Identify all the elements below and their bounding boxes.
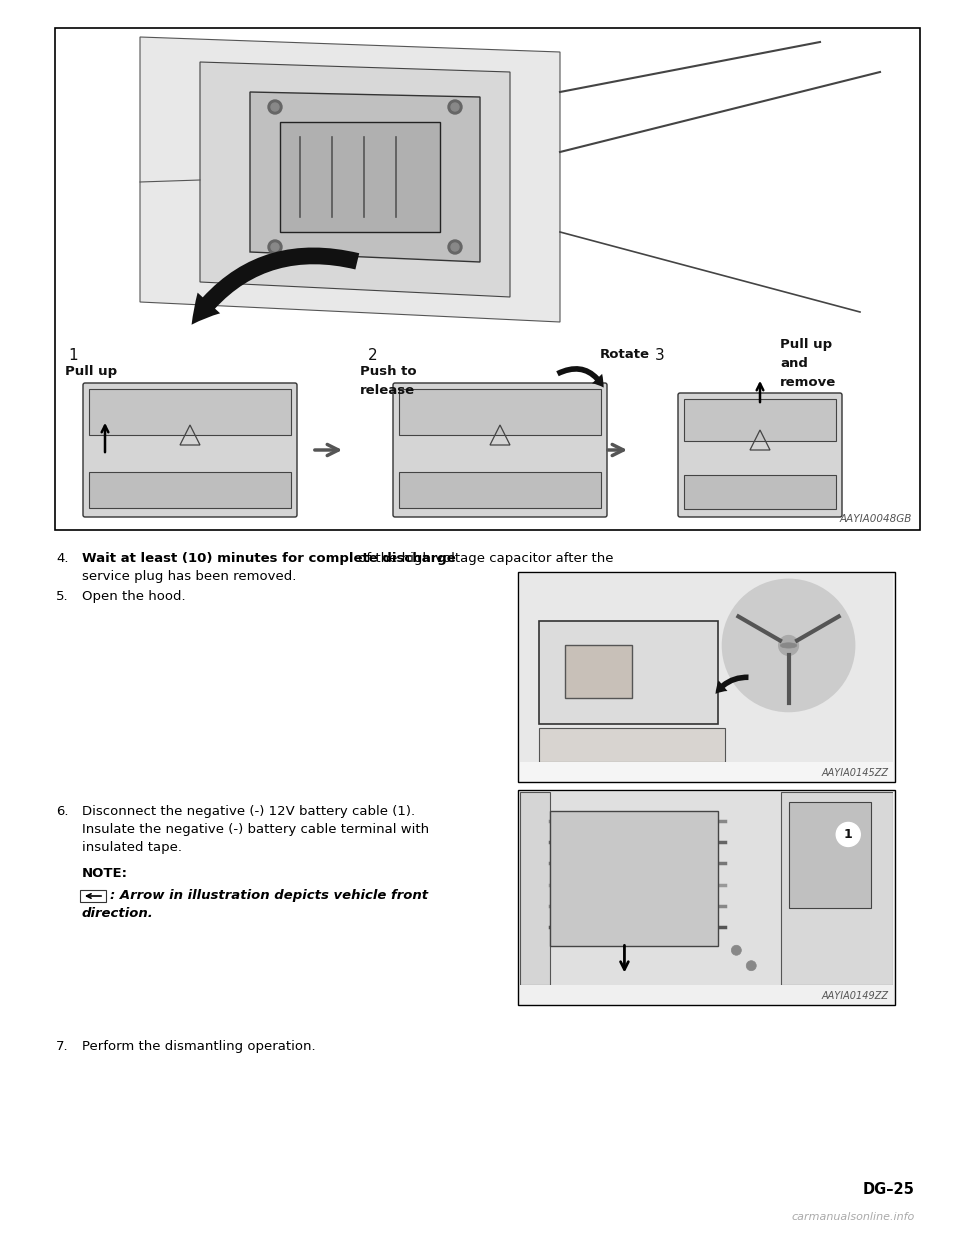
- Text: Push to: Push to: [360, 365, 417, 378]
- Text: AAYIA0048GB: AAYIA0048GB: [840, 514, 912, 524]
- Text: Pull up: Pull up: [780, 338, 832, 351]
- Text: insulated tape.: insulated tape.: [82, 841, 182, 854]
- Bar: [89, 389, 291, 435]
- Bar: [399, 472, 601, 508]
- Polygon shape: [539, 728, 725, 763]
- Text: DG–25: DG–25: [863, 1182, 915, 1197]
- Bar: [55, 29, 920, 530]
- Polygon shape: [140, 37, 560, 322]
- Text: Insulate the negative (-) battery cable terminal with: Insulate the negative (-) battery cable …: [82, 823, 429, 836]
- Circle shape: [723, 580, 854, 712]
- Bar: [518, 573, 895, 782]
- Text: Pull up: Pull up: [65, 365, 117, 378]
- FancyBboxPatch shape: [83, 383, 297, 517]
- Text: and: and: [780, 356, 808, 370]
- Bar: [781, 792, 893, 985]
- Text: : Arrow in illustration depicts vehicle front: : Arrow in illustration depicts vehicle …: [110, 889, 428, 902]
- FancyBboxPatch shape: [678, 392, 842, 517]
- Bar: [550, 811, 718, 946]
- Text: NOTE:: NOTE:: [82, 867, 128, 881]
- Bar: [539, 621, 718, 724]
- FancyBboxPatch shape: [393, 383, 607, 517]
- Text: Disconnect the negative (-) 12V battery cable (1).: Disconnect the negative (-) 12V battery …: [82, 805, 415, 818]
- Text: 2: 2: [368, 348, 377, 363]
- Bar: [788, 801, 871, 908]
- Bar: [518, 790, 895, 1005]
- FancyArrowPatch shape: [556, 366, 604, 388]
- Text: Wait at least (10) minutes for complete discharge: Wait at least (10) minutes for complete …: [82, 551, 456, 565]
- Text: service plug has been removed.: service plug has been removed.: [82, 570, 297, 582]
- Circle shape: [451, 103, 459, 111]
- Text: AAYIA0149ZZ: AAYIA0149ZZ: [822, 991, 889, 1001]
- Circle shape: [271, 243, 279, 251]
- Bar: [564, 646, 632, 698]
- FancyArrowPatch shape: [86, 894, 101, 898]
- Text: Open the hood.: Open the hood.: [82, 590, 185, 604]
- Text: direction.: direction.: [82, 907, 154, 920]
- Circle shape: [271, 103, 279, 111]
- Text: 6.: 6.: [56, 805, 68, 818]
- Circle shape: [732, 945, 741, 955]
- Bar: [520, 792, 550, 985]
- Circle shape: [448, 240, 462, 255]
- Circle shape: [746, 961, 756, 971]
- Circle shape: [779, 636, 799, 656]
- Circle shape: [836, 822, 860, 847]
- Ellipse shape: [780, 643, 797, 648]
- Bar: [89, 472, 291, 508]
- FancyArrowPatch shape: [192, 247, 359, 324]
- Bar: [684, 399, 836, 441]
- Circle shape: [451, 243, 459, 251]
- Text: 1: 1: [844, 828, 852, 841]
- Text: 5.: 5.: [56, 590, 68, 604]
- Circle shape: [268, 240, 282, 255]
- Bar: [684, 474, 836, 509]
- Text: 7.: 7.: [56, 1040, 68, 1053]
- Text: remove: remove: [780, 376, 836, 389]
- Circle shape: [448, 101, 462, 114]
- Bar: [80, 891, 106, 902]
- Text: AAYIA0145ZZ: AAYIA0145ZZ: [822, 768, 889, 777]
- Text: 3: 3: [655, 348, 664, 363]
- Text: Perform the dismantling operation.: Perform the dismantling operation.: [82, 1040, 316, 1053]
- Circle shape: [268, 101, 282, 114]
- Polygon shape: [200, 62, 510, 297]
- Bar: [399, 389, 601, 435]
- Polygon shape: [250, 92, 480, 262]
- Text: carmanualsonline.info: carmanualsonline.info: [792, 1212, 915, 1222]
- Text: of the high voltage capacitor after the: of the high voltage capacitor after the: [354, 551, 613, 565]
- Bar: [280, 122, 440, 232]
- Text: Rotate: Rotate: [600, 348, 650, 361]
- Text: 4.: 4.: [56, 551, 68, 565]
- Text: release: release: [360, 384, 415, 397]
- FancyArrowPatch shape: [715, 674, 749, 694]
- Text: 1: 1: [68, 348, 78, 363]
